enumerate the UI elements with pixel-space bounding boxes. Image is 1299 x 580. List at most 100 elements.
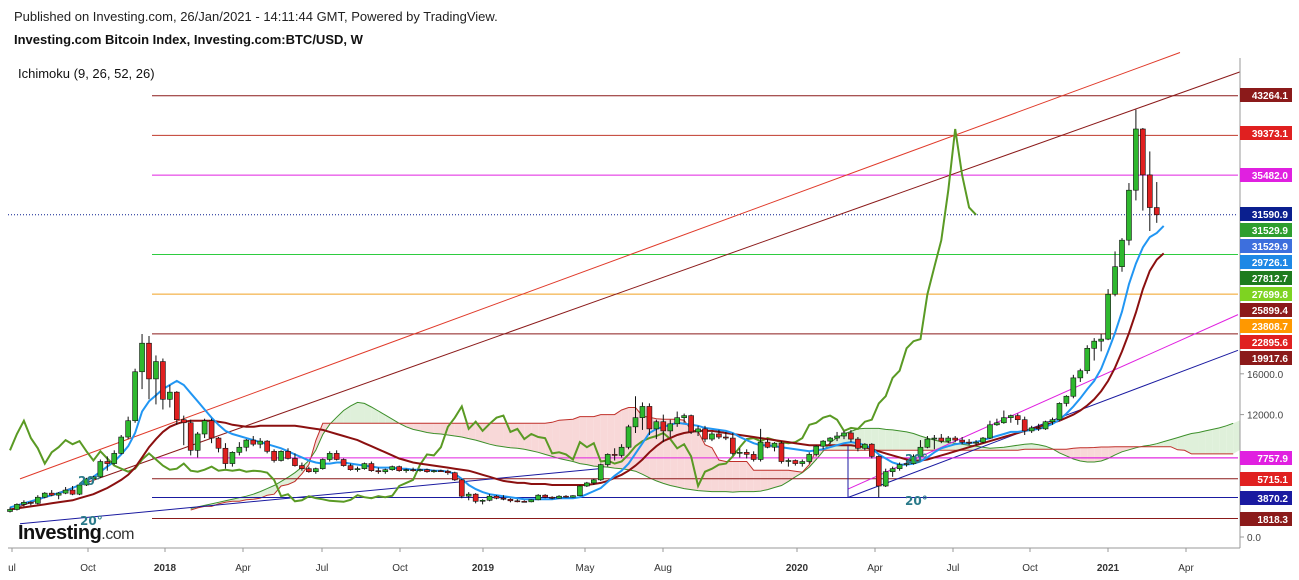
candle-body xyxy=(987,424,993,439)
candle-body xyxy=(340,459,347,466)
candle xyxy=(764,439,771,449)
candle xyxy=(410,467,416,472)
candle-body xyxy=(632,417,639,428)
cloud-segment xyxy=(301,460,309,474)
candle xyxy=(604,453,611,467)
candle xyxy=(319,458,326,470)
trend-line xyxy=(19,71,1241,507)
cloud-segment xyxy=(1198,430,1206,454)
candle-body xyxy=(76,484,83,495)
cloud-segment xyxy=(371,406,379,424)
candle xyxy=(1014,413,1021,425)
candle-body xyxy=(382,469,389,473)
candle xyxy=(611,448,618,461)
candle-body xyxy=(1001,417,1007,424)
candle-body xyxy=(486,495,493,501)
candle-body xyxy=(1112,266,1118,295)
logo-main: Investing xyxy=(18,522,102,544)
price-tag-bg xyxy=(1240,491,1292,505)
candle-body xyxy=(716,433,722,438)
candle xyxy=(771,442,778,452)
candle xyxy=(417,468,423,472)
candle-body xyxy=(514,500,521,503)
candle xyxy=(271,449,277,463)
x-tick-label: Jul xyxy=(947,563,960,574)
candle xyxy=(396,465,403,472)
candle-body xyxy=(194,433,201,451)
candle xyxy=(653,419,660,440)
candle-body xyxy=(368,463,375,471)
price-tag-bg xyxy=(1240,451,1292,465)
candle-body xyxy=(1007,415,1014,418)
cloud-segment xyxy=(600,414,608,468)
candle-body xyxy=(7,509,13,512)
price-tag-bg xyxy=(1240,239,1292,253)
cloud-segment xyxy=(725,461,733,493)
cloud-segment xyxy=(246,494,254,500)
candle xyxy=(1091,338,1097,361)
price-tag-bg xyxy=(1240,126,1292,140)
candle xyxy=(174,391,180,425)
cloud-segment xyxy=(1024,443,1032,450)
price-tag-label: 39373.1 xyxy=(1252,129,1289,140)
candle xyxy=(1001,410,1007,424)
candle-body xyxy=(882,471,889,487)
price-tag-bg xyxy=(1240,351,1292,365)
candle xyxy=(278,450,284,462)
candle-body xyxy=(868,443,875,457)
price-tag-label: 35482.0 xyxy=(1252,171,1289,182)
candle xyxy=(472,493,479,504)
candle-body xyxy=(104,461,111,464)
candle xyxy=(257,438,264,449)
indicator-label: Ichimoku (9, 26, 52, 26) xyxy=(18,66,155,81)
candle-body xyxy=(285,451,291,459)
candle xyxy=(729,432,736,456)
candle xyxy=(1084,345,1091,374)
candle xyxy=(806,452,813,464)
candle-body xyxy=(896,464,903,469)
candle-body xyxy=(570,495,576,498)
candle xyxy=(146,336,152,400)
candle xyxy=(215,437,222,453)
candle-body xyxy=(1084,347,1091,372)
candle-body xyxy=(507,498,514,502)
candle xyxy=(660,414,667,443)
candle-body xyxy=(361,463,368,469)
candle xyxy=(597,463,604,481)
logo-suffix: .com xyxy=(101,526,134,543)
cloud-segment xyxy=(489,423,497,446)
cloud-segment xyxy=(427,423,434,434)
candle-body xyxy=(410,469,416,471)
candle-body xyxy=(451,472,458,481)
cloud-segment xyxy=(1184,433,1192,454)
candle xyxy=(709,431,715,442)
cloud-segment xyxy=(906,431,914,451)
candle-body xyxy=(229,452,236,464)
candle xyxy=(577,484,583,497)
cloud-segment xyxy=(1219,425,1227,454)
candle xyxy=(187,419,194,456)
candle-body xyxy=(563,495,569,498)
candle xyxy=(799,459,806,467)
candle-body xyxy=(1147,174,1153,208)
trend-line xyxy=(19,52,1181,480)
candle xyxy=(549,496,555,500)
candle-body xyxy=(764,441,771,448)
candle-body xyxy=(952,437,959,441)
candle xyxy=(938,433,945,444)
candle xyxy=(743,449,750,459)
candle xyxy=(292,453,298,467)
y-tick-label: 12000.0 xyxy=(1247,411,1284,422)
candle xyxy=(1153,182,1160,223)
price-tag-label: 29726.1 xyxy=(1252,258,1289,269)
candle-body xyxy=(1077,370,1084,379)
price-tag: 43264.1 xyxy=(1240,88,1292,102)
cloud-segment xyxy=(510,423,518,449)
candle-body xyxy=(723,436,729,439)
candle-body xyxy=(312,468,319,473)
candle xyxy=(222,443,229,469)
candle xyxy=(528,499,535,503)
cloud-segment xyxy=(572,416,580,464)
candle-body xyxy=(1028,427,1035,432)
